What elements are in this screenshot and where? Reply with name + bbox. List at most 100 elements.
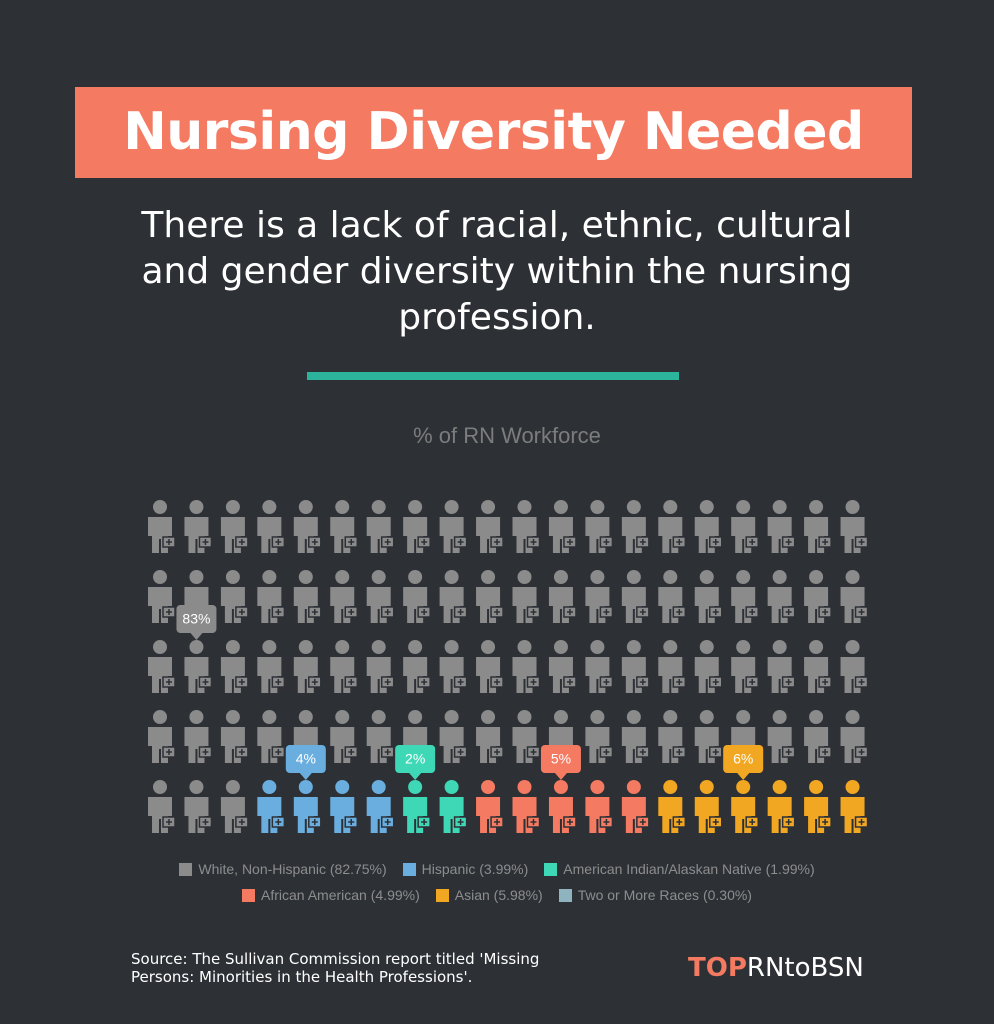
icon-head <box>189 640 204 654</box>
legend-swatch <box>435 888 449 902</box>
legend-label: African American (4.99%) <box>261 887 420 903</box>
icon-head <box>736 640 751 654</box>
nurse-icon <box>804 570 832 623</box>
icon-cross <box>603 679 610 685</box>
icon-cross <box>603 749 610 755</box>
callout-label: 2% <box>405 751 425 767</box>
nurse-icon <box>694 570 723 623</box>
callout-label: 4% <box>296 751 316 767</box>
nurse-icon <box>439 500 468 553</box>
icon-cross <box>348 539 355 545</box>
nurse-icon <box>585 780 614 833</box>
icon-head <box>335 640 350 654</box>
icon-cross <box>494 819 501 825</box>
icon-head <box>845 780 860 794</box>
icon-head <box>153 640 167 654</box>
icon-head <box>189 500 204 514</box>
nurse-icon <box>148 780 176 833</box>
icon-head <box>481 710 496 724</box>
icon-head <box>699 640 714 654</box>
legend-item: Asian (5.98%) <box>435 887 543 903</box>
icon-head <box>371 570 386 584</box>
nurse-icon <box>330 640 358 693</box>
icon-head <box>298 500 313 514</box>
nurse-icon <box>439 570 468 623</box>
nurse-icon <box>476 710 504 763</box>
icon-cross <box>311 609 318 615</box>
icon-head <box>845 500 860 514</box>
icon-head <box>189 780 204 794</box>
icon-cross <box>822 609 829 615</box>
nurse-icon <box>439 780 468 833</box>
icon-cross <box>421 539 428 545</box>
icon-cross <box>785 539 792 545</box>
icon-head <box>663 710 678 724</box>
icon-head <box>408 780 423 794</box>
subtitle: There is a lack of racial, ethnic, cultu… <box>141 205 853 338</box>
nurse-icon <box>512 640 541 693</box>
icon-head <box>699 570 714 584</box>
icon-head <box>553 570 568 584</box>
divider <box>307 372 679 380</box>
nurse-icon <box>694 710 723 763</box>
icon-cross <box>639 749 646 755</box>
icon-cross <box>822 819 829 825</box>
icon-cross <box>457 539 464 545</box>
icon-cross <box>639 539 646 545</box>
icon-head <box>809 570 824 584</box>
icon-cross <box>166 609 172 615</box>
icon-cross <box>311 819 318 825</box>
nurse-icon <box>403 570 431 623</box>
icon-head <box>298 570 313 584</box>
nurse-icon <box>731 640 759 693</box>
nurse-icon <box>840 780 869 833</box>
nurse-icon <box>512 570 541 623</box>
icon-head <box>663 780 678 794</box>
icon-cross <box>384 609 391 615</box>
icon-head <box>481 640 496 654</box>
nurse-icon <box>840 640 869 693</box>
icon-cross <box>166 819 172 825</box>
nurse-icon <box>585 710 614 763</box>
nurse-icon <box>658 500 687 553</box>
nurse-icon <box>585 570 614 623</box>
icon-cross <box>676 609 683 615</box>
icon-cross <box>457 609 464 615</box>
nurse-icon <box>293 780 322 833</box>
icon-cross <box>785 819 792 825</box>
icon-head <box>663 500 678 514</box>
legend-swatch <box>558 888 572 902</box>
icon-head <box>408 500 423 514</box>
icon-head <box>772 570 787 584</box>
icon-cross <box>421 679 428 685</box>
icon-head <box>481 500 496 514</box>
nurse-icon <box>366 780 395 833</box>
icon-head <box>736 710 751 724</box>
legend-label: Hispanic (3.99%) <box>421 861 529 877</box>
icon-head <box>371 500 386 514</box>
nurse-icon <box>585 640 614 693</box>
nurse-icon <box>658 640 687 693</box>
icon-head <box>225 500 240 514</box>
icon-head <box>335 710 350 724</box>
nurse-icon <box>220 710 249 763</box>
nurse-icon <box>403 780 431 833</box>
icon-cross <box>639 819 646 825</box>
icon-head <box>444 500 459 514</box>
icon-cross <box>858 539 865 545</box>
page-title: Nursing Diversity Needed <box>123 102 864 162</box>
nurse-icon <box>330 780 358 833</box>
nurse-icon <box>767 640 796 693</box>
icon-head <box>626 780 641 794</box>
icon-head <box>262 500 277 514</box>
nurse-icon <box>804 780 832 833</box>
icon-cross <box>275 819 282 825</box>
callout-box <box>285 745 326 773</box>
callout-box <box>723 745 764 773</box>
icon-head <box>553 710 568 724</box>
icon-cross <box>822 679 829 685</box>
icon-cross <box>749 609 756 615</box>
icon-cross <box>785 679 792 685</box>
icon-cross <box>494 679 501 685</box>
legend-item: American Indian/Alaskan Native (1.99%) <box>544 861 815 877</box>
